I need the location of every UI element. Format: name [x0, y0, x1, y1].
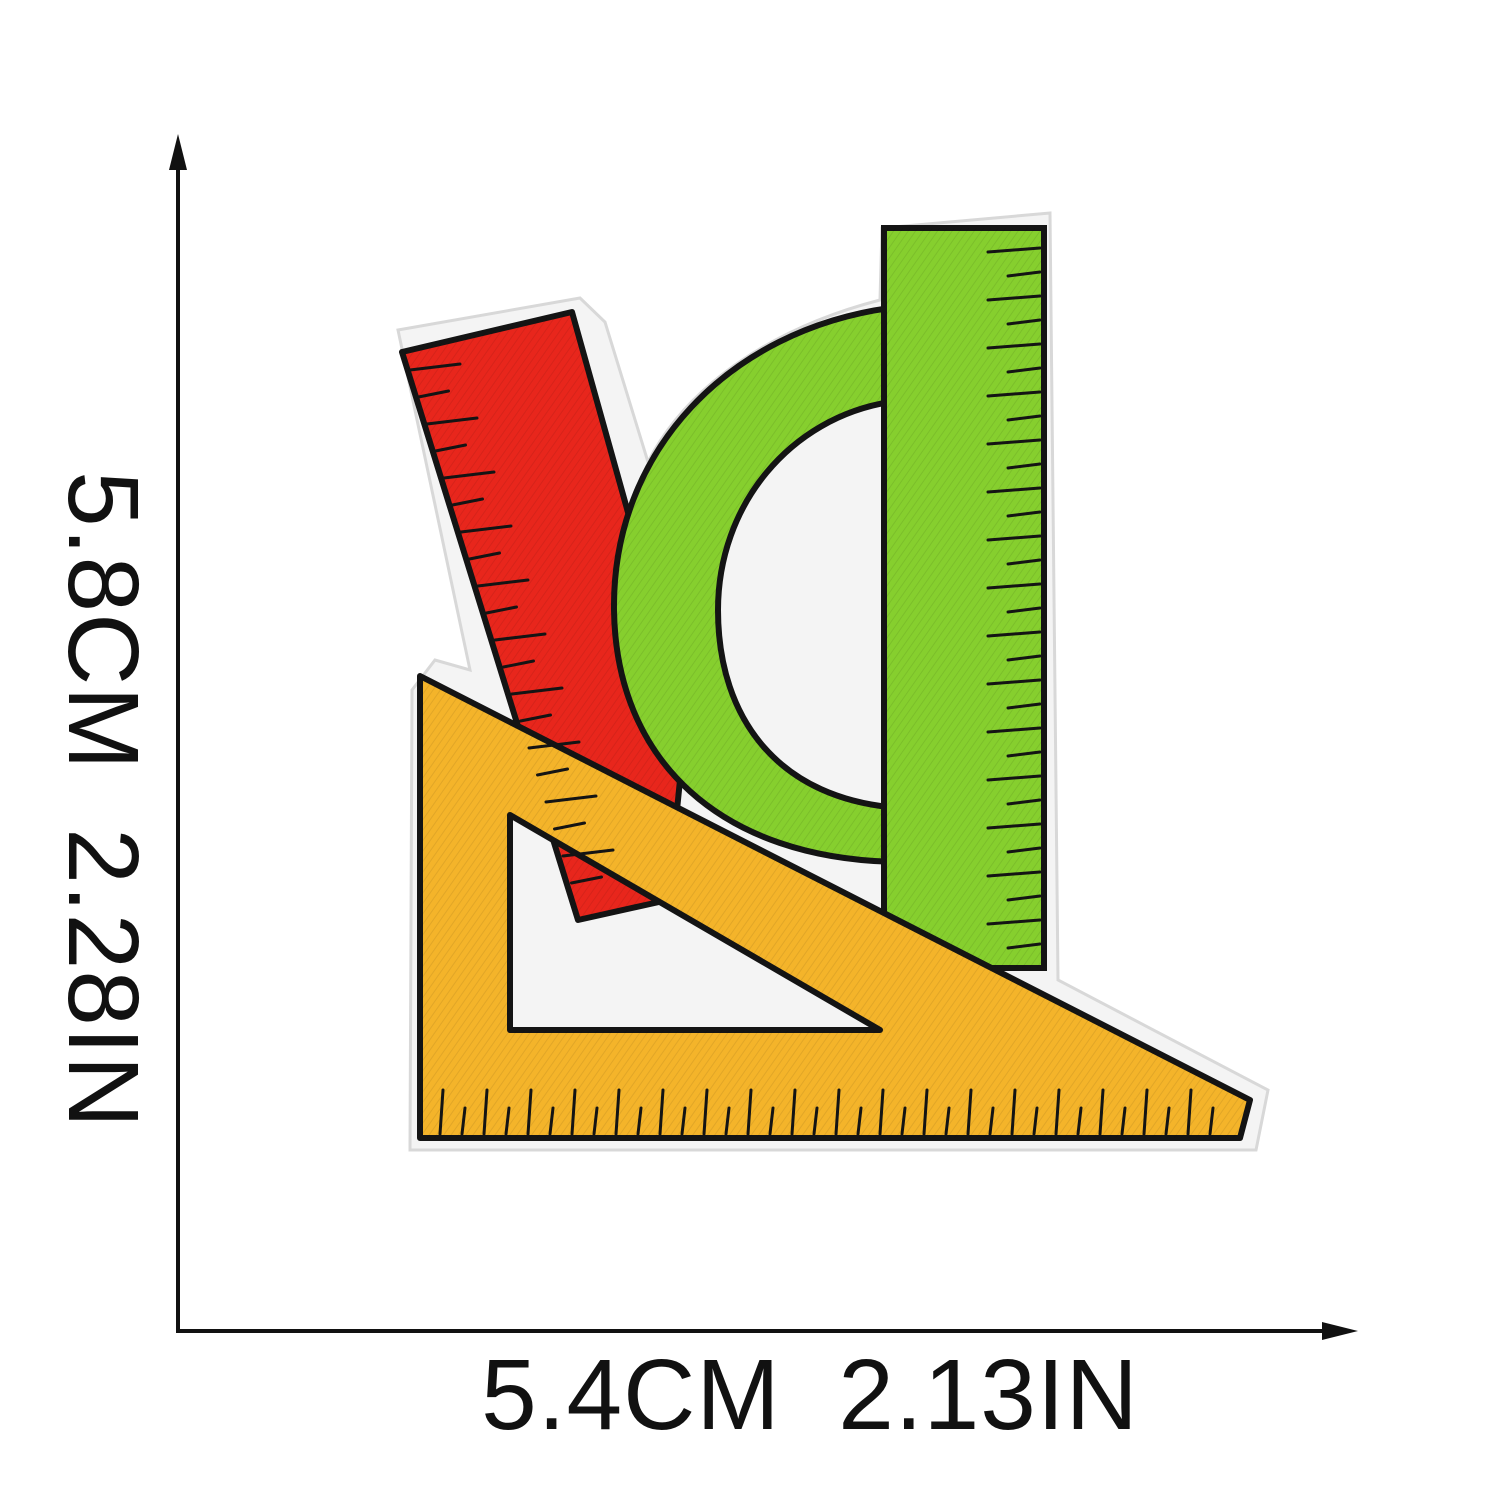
yellow-tick [724, 1106, 731, 1136]
yellow-tick [790, 1088, 797, 1136]
yellow-tick [592, 1106, 599, 1136]
green-tick [1006, 846, 1042, 854]
green-protractor [610, 225, 1047, 971]
red-tick [561, 848, 615, 858]
green-tick [1006, 270, 1042, 278]
yellow-set-square [417, 673, 1253, 1141]
green-ruler-ticks [986, 246, 1042, 950]
green-tick [1006, 654, 1042, 662]
green-tick [1006, 414, 1042, 422]
green-tick [1006, 318, 1042, 326]
yellow-tick [856, 1106, 863, 1136]
red-ruler-ticks [408, 362, 615, 885]
yellow-tick [944, 1106, 951, 1136]
yellow-tick [482, 1088, 489, 1136]
horizontal-arrow [176, 1322, 1358, 1340]
yellow-tick [1098, 1088, 1105, 1136]
yellow-tick [504, 1106, 511, 1136]
yellow-tick [680, 1106, 687, 1136]
red-tick [485, 605, 518, 615]
red-tick [493, 632, 547, 642]
red-tick [536, 767, 569, 777]
yellow-tick [966, 1088, 973, 1136]
yellow-tick [834, 1088, 841, 1136]
red-tick [459, 524, 513, 534]
green-tick [986, 582, 1042, 590]
green-tick [1006, 606, 1042, 614]
yellow-tick [614, 1088, 621, 1136]
vertical-arrow [169, 134, 187, 1333]
yellow-tick [1186, 1088, 1193, 1136]
green-tick [986, 630, 1042, 638]
green-tick [986, 246, 1042, 254]
yellow-tick [548, 1106, 555, 1136]
red-tick [417, 389, 450, 399]
yellow-tick [1120, 1106, 1127, 1136]
yellow-tick [878, 1088, 885, 1136]
yellow-tick [1054, 1088, 1061, 1136]
green-tick [1006, 462, 1042, 470]
green-tick [1006, 558, 1042, 566]
yellow-tick [658, 1088, 665, 1136]
red-tick [553, 821, 586, 831]
yellow-tick [812, 1106, 819, 1136]
yellow-tick [1032, 1106, 1039, 1136]
yellow-tick [746, 1088, 753, 1136]
red-tick [408, 362, 462, 372]
yellow-tick [900, 1106, 907, 1136]
green-tick [986, 534, 1042, 542]
green-tick [1006, 510, 1042, 518]
green-tick [986, 678, 1042, 686]
red-tick [502, 659, 535, 669]
green-tick [1006, 798, 1042, 806]
width-label: 5.4CM 2.13IN [481, 1339, 1139, 1451]
red-tick [425, 416, 479, 426]
yellow-tick [570, 1088, 577, 1136]
yellow-tick [526, 1088, 533, 1136]
yellow-tick [988, 1106, 995, 1136]
green-tick [986, 486, 1042, 494]
yellow-tick [1164, 1106, 1171, 1136]
yellow-tick [1208, 1106, 1215, 1136]
red-tick [527, 740, 581, 750]
green-tick [986, 870, 1042, 878]
red-tick [570, 875, 603, 885]
red-tick [519, 713, 552, 723]
red-tick [442, 470, 496, 480]
green-tick [1006, 750, 1042, 758]
yellow-tick [636, 1106, 643, 1136]
green-tick [986, 342, 1042, 350]
green-tick [986, 774, 1042, 782]
yellow-tick [438, 1088, 445, 1136]
yellow-tick [1142, 1088, 1149, 1136]
green-tick [1006, 894, 1042, 902]
patch-backing [396, 211, 1270, 1152]
red-tick [544, 794, 598, 804]
yellow-tick [460, 1106, 467, 1136]
green-tick [1006, 702, 1042, 710]
red-tick [451, 497, 484, 507]
yellow-tick [1076, 1106, 1083, 1136]
green-tick [986, 294, 1042, 302]
yellow-tick [702, 1088, 709, 1136]
red-tick [510, 686, 564, 696]
green-tick [986, 438, 1042, 446]
yellow-tick [922, 1088, 929, 1136]
yellow-tick [768, 1106, 775, 1136]
red-tick [468, 551, 501, 561]
yellow-tick [1010, 1088, 1017, 1136]
green-tick [986, 918, 1042, 926]
green-tick [986, 726, 1042, 734]
red-tick [434, 443, 467, 453]
green-tick [1006, 366, 1042, 374]
yellow-ruler-ticks [438, 1088, 1215, 1136]
red-tick [476, 578, 530, 588]
green-tick [986, 822, 1042, 830]
green-tick [1006, 942, 1042, 950]
green-tick [986, 390, 1042, 398]
